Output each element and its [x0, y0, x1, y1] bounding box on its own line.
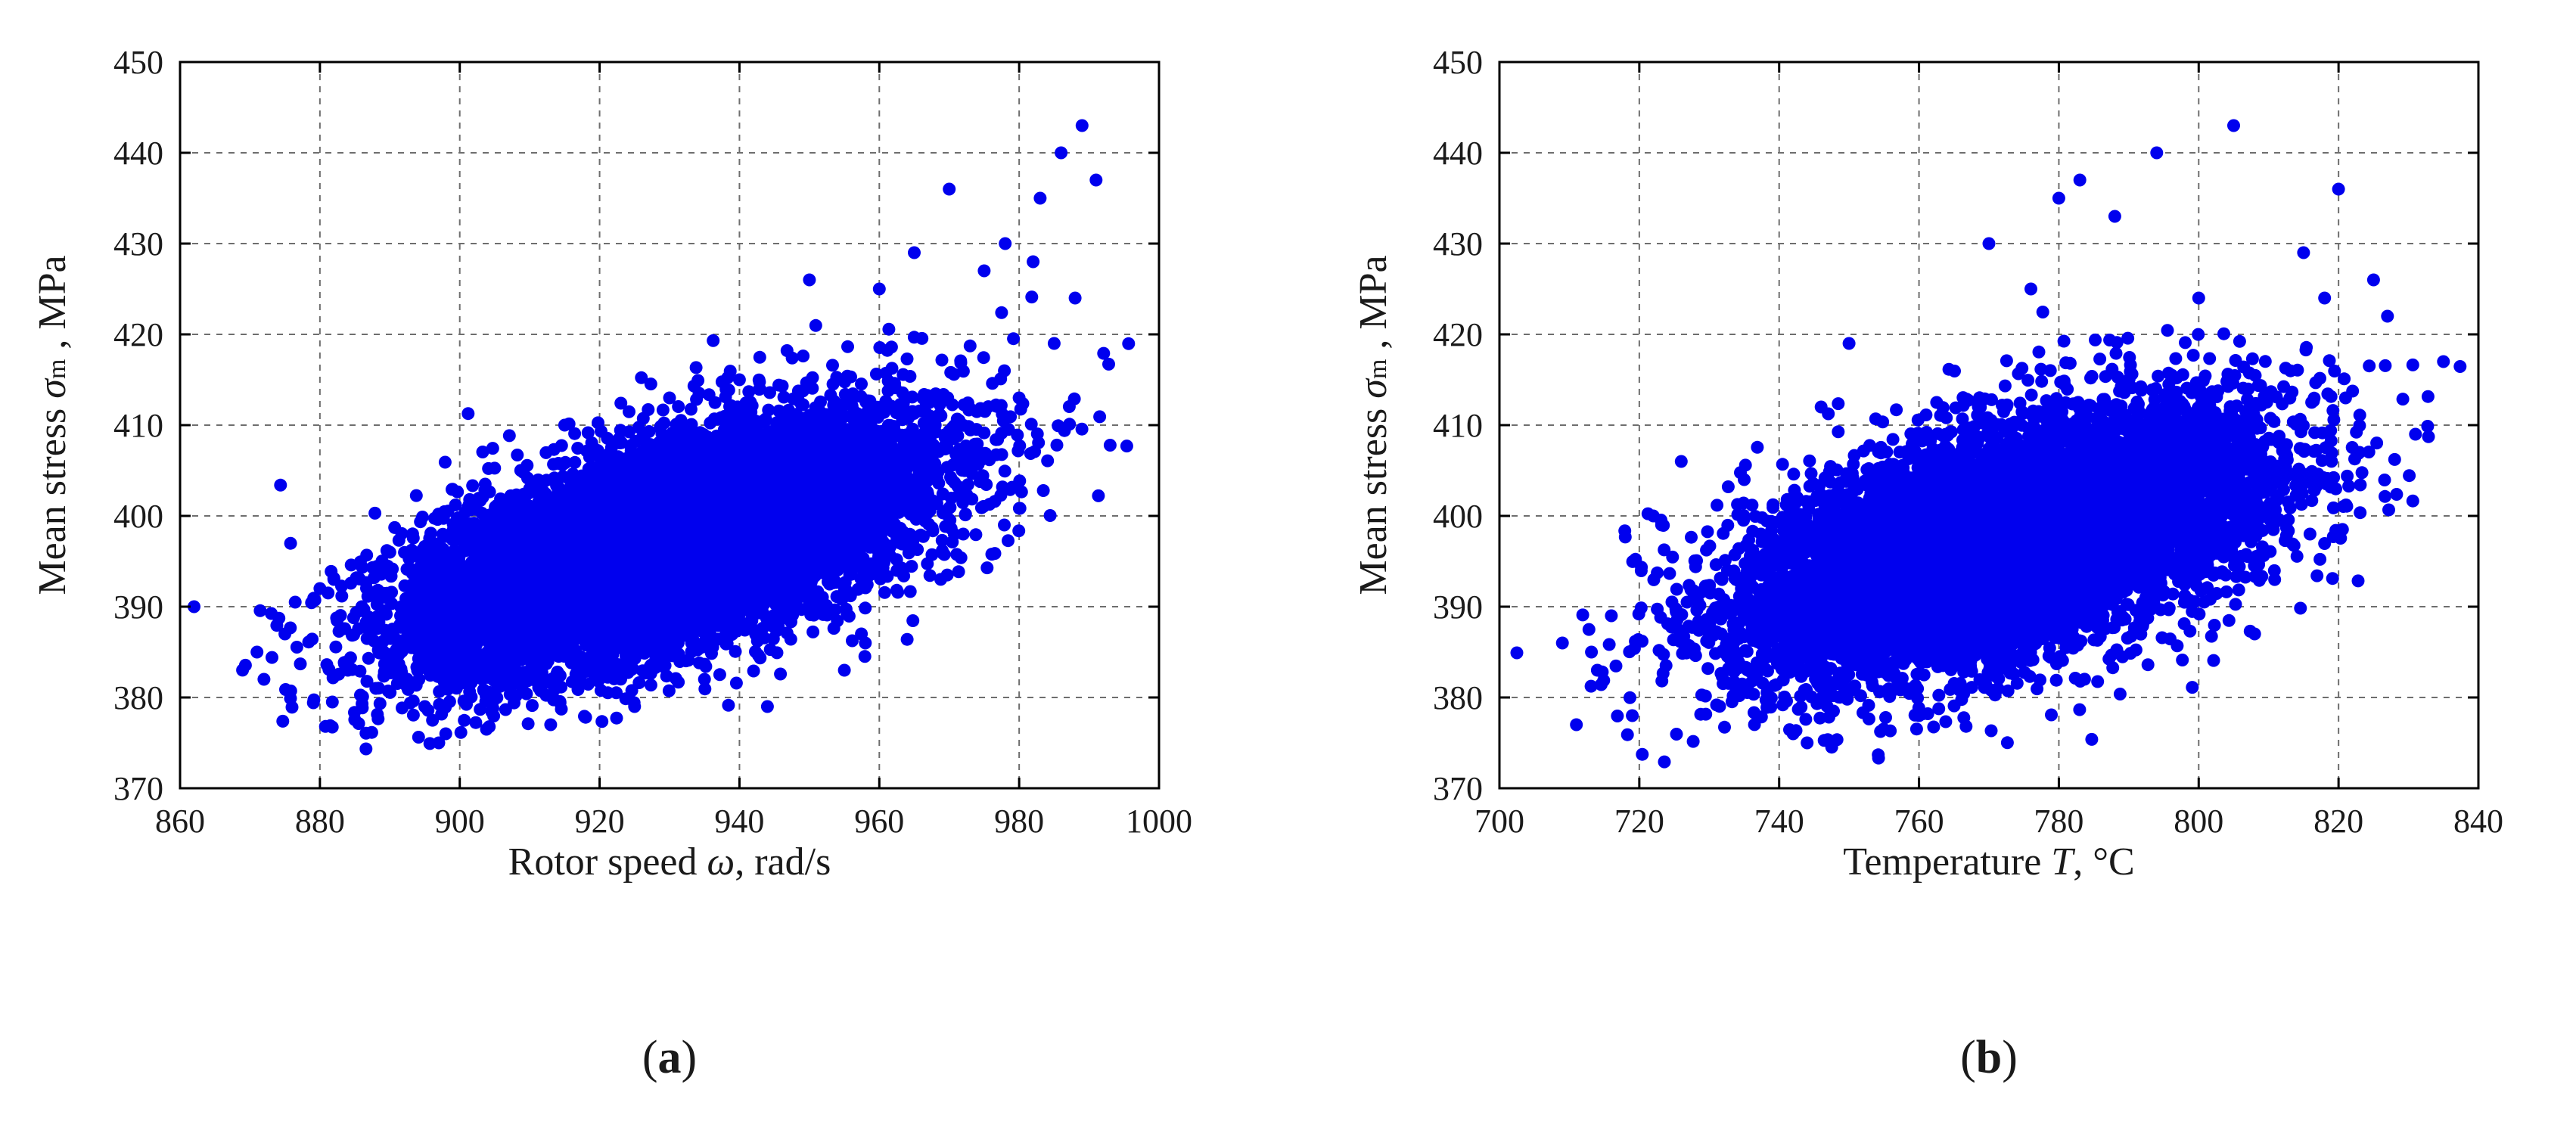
panel-a-data-point	[362, 651, 375, 665]
panel-a-data-point	[526, 699, 539, 713]
panel-a-data-point	[859, 601, 872, 615]
panel-a-data-point	[595, 715, 609, 728]
panel-a-data-point	[722, 698, 735, 712]
panel-a-data-point	[1103, 439, 1117, 452]
panel-a-data-point	[980, 561, 994, 575]
panel-a-data-point	[521, 717, 535, 731]
panel-a-data-point	[689, 361, 703, 374]
panel-a-data-point	[644, 377, 657, 391]
panel-a-points	[188, 119, 1136, 756]
panel-a-data-point	[797, 349, 810, 363]
panel-a-data-point	[858, 650, 872, 663]
panel-a-data-point	[414, 515, 427, 529]
panel-a-data-point	[891, 586, 905, 599]
panel-a-data-point	[253, 604, 267, 617]
panel-a-data-point	[906, 614, 920, 627]
panel-a-data-point	[977, 500, 990, 513]
panel-a-data-point	[326, 671, 340, 685]
panel-a-data-point	[461, 407, 475, 421]
panel-a-data-point	[882, 322, 896, 336]
panel-a-data-point	[961, 478, 974, 492]
panel-a-data-point	[1002, 534, 1015, 548]
panel-a-data-point	[1120, 440, 1133, 453]
panel-a-data-point	[747, 664, 760, 678]
panel-a-data-point	[1092, 489, 1105, 502]
panel-a-data-point	[1007, 332, 1021, 346]
panel-a-data-point	[583, 450, 596, 464]
panel-a-data-point	[412, 731, 425, 744]
panel-a-data-point	[1041, 454, 1055, 467]
panel-a-data-point	[1043, 509, 1057, 522]
panel-a-data-point	[855, 377, 868, 391]
panel-a-data-point	[963, 339, 977, 353]
panel-a-data-point	[482, 461, 496, 475]
panel-a-data-point	[954, 356, 968, 370]
panel-a-data-point	[753, 350, 766, 364]
panel-a-data-point	[274, 478, 287, 492]
panel-a-data-point	[959, 508, 972, 522]
panel-a-data-point	[373, 697, 387, 710]
panel-a-data-point	[969, 528, 983, 542]
panel-a-data-point	[826, 359, 839, 372]
panel-a-data-point	[978, 405, 992, 418]
panel-a-data-point	[998, 464, 1011, 478]
panel-a-data-point	[307, 693, 321, 707]
panel-a-data-point	[940, 568, 954, 582]
panel-a-data-point	[644, 679, 657, 692]
panel-a-data-point	[502, 429, 516, 443]
panel-a: 860 880 900 920 940 960 980 1000 37038039040041…	[31, 44, 1192, 1083]
panel-a-data-point	[762, 403, 775, 417]
panel-a-data-point	[325, 695, 339, 709]
panel-a-data-point	[476, 446, 489, 458]
panel-a-data-point	[368, 506, 382, 520]
panel-a-data-point	[962, 403, 976, 417]
panel-a-data-point	[438, 455, 452, 469]
panel-a-data-point	[1062, 400, 1076, 413]
panel-a-data-point	[1025, 290, 1039, 304]
panel-a-data-point	[610, 711, 623, 725]
